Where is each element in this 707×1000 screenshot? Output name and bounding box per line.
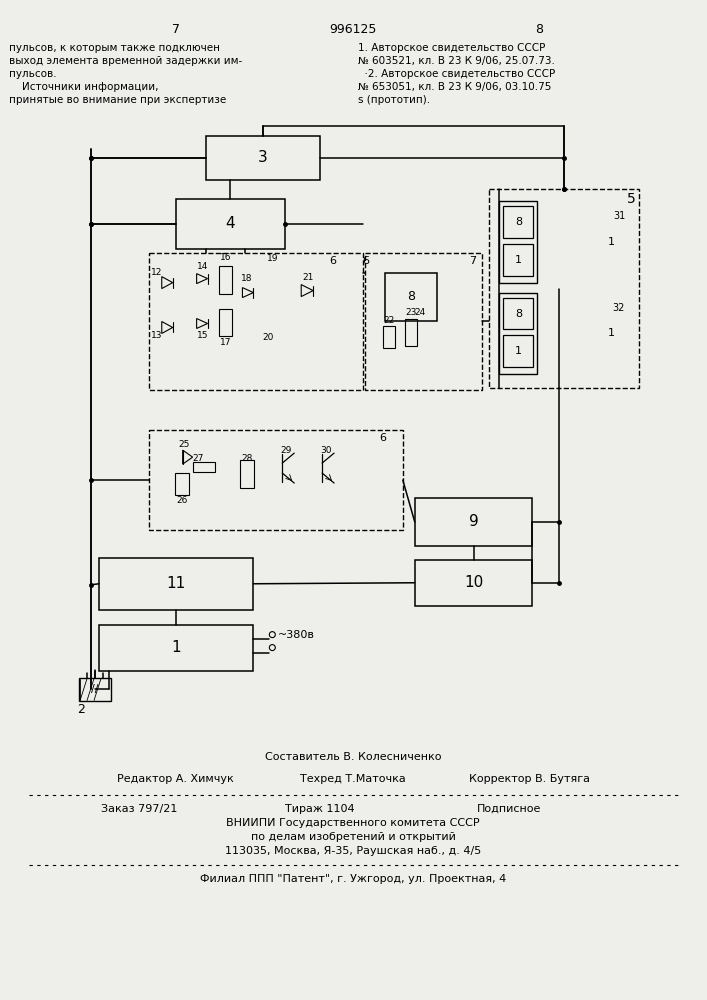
Text: Составитель В. Колесниченко: Составитель В. Колесниченко bbox=[264, 752, 441, 762]
Bar bbox=[503, 244, 533, 276]
Text: 6: 6 bbox=[329, 256, 337, 266]
Bar bbox=[499, 293, 537, 374]
Text: 4: 4 bbox=[226, 216, 235, 231]
Text: 2: 2 bbox=[77, 703, 85, 716]
Bar bbox=[99, 625, 253, 671]
Text: 32: 32 bbox=[613, 303, 625, 313]
Text: 21: 21 bbox=[303, 273, 314, 282]
Text: Корректор В. Бутяга: Корректор В. Бутяга bbox=[469, 774, 590, 784]
Text: 8: 8 bbox=[515, 217, 522, 227]
Text: 27: 27 bbox=[192, 454, 204, 463]
Text: 1: 1 bbox=[607, 328, 614, 338]
Text: 7: 7 bbox=[469, 256, 476, 266]
Text: выход элемента временной задержки им-: выход элемента временной задержки им- bbox=[9, 56, 243, 66]
Bar bbox=[218, 266, 233, 294]
Text: ВНИИПИ Государственного комитета СССР: ВНИИПИ Государственного комитета СССР bbox=[226, 818, 480, 828]
Text: пульсов, к которым также подключен: пульсов, к которым также подключен bbox=[9, 43, 221, 53]
Text: № 653051, кл. В 23 К 9/06, 03.10.75: № 653051, кл. В 23 К 9/06, 03.10.75 bbox=[358, 82, 551, 92]
Text: 31: 31 bbox=[613, 211, 625, 221]
Bar bbox=[192, 462, 214, 472]
Text: 25: 25 bbox=[178, 440, 189, 449]
Bar bbox=[148, 253, 363, 390]
Bar bbox=[218, 309, 233, 336]
Text: 996125: 996125 bbox=[329, 23, 377, 36]
Text: 29: 29 bbox=[281, 446, 292, 455]
Text: принятые во внимание при экспертизе: принятые во внимание при экспертизе bbox=[9, 95, 227, 105]
Text: 113035, Москва, Я-35, Раушская наб., д. 4/5: 113035, Москва, Я-35, Раушская наб., д. … bbox=[225, 846, 481, 856]
Text: 9: 9 bbox=[469, 514, 479, 529]
Text: 8: 8 bbox=[515, 309, 522, 319]
Bar bbox=[176, 199, 285, 249]
Text: 23: 23 bbox=[405, 308, 416, 317]
Text: ·2. Авторское свидетельство СССР: ·2. Авторское свидетельство СССР bbox=[358, 69, 555, 79]
Text: 14: 14 bbox=[197, 262, 209, 271]
Text: 17: 17 bbox=[220, 338, 231, 347]
Text: 18: 18 bbox=[240, 274, 252, 283]
Text: 1: 1 bbox=[171, 640, 181, 655]
Bar bbox=[415, 560, 532, 606]
Text: 28: 28 bbox=[242, 454, 253, 463]
Bar bbox=[489, 189, 639, 388]
Text: 10: 10 bbox=[464, 575, 483, 590]
Text: 5: 5 bbox=[626, 192, 636, 206]
Bar bbox=[499, 201, 537, 283]
Text: 30: 30 bbox=[320, 446, 332, 455]
Bar bbox=[79, 678, 111, 701]
Bar bbox=[503, 298, 533, 329]
Text: s (прототип).: s (прототип). bbox=[358, 95, 430, 105]
Bar bbox=[383, 326, 395, 348]
Text: Редактор А. Химчук: Редактор А. Химчук bbox=[117, 774, 234, 784]
Text: 20: 20 bbox=[262, 333, 274, 342]
Text: 1: 1 bbox=[607, 237, 614, 247]
Text: 24: 24 bbox=[414, 308, 426, 317]
Text: 16: 16 bbox=[220, 253, 231, 262]
Bar bbox=[385, 273, 437, 321]
Text: ~380в: ~380в bbox=[279, 630, 315, 640]
Text: 1. Авторское свидетельство СССР: 1. Авторское свидетельство СССР bbox=[358, 43, 545, 53]
Text: Тираж 1104: Тираж 1104 bbox=[286, 804, 355, 814]
Text: № 603521, кл. В 23 К 9/06, 25.07.73.: № 603521, кл. В 23 К 9/06, 25.07.73. bbox=[358, 56, 555, 66]
Text: по делам изобретений и открытий: по делам изобретений и открытий bbox=[250, 832, 455, 842]
Bar bbox=[405, 319, 416, 346]
Text: 1: 1 bbox=[515, 255, 522, 265]
Bar bbox=[365, 253, 482, 390]
Bar bbox=[503, 335, 533, 367]
Text: Заказ 797/21: Заказ 797/21 bbox=[101, 804, 177, 814]
Text: 13: 13 bbox=[151, 331, 163, 340]
Text: 6: 6 bbox=[380, 433, 387, 443]
Bar bbox=[503, 206, 533, 238]
Text: 15: 15 bbox=[197, 331, 209, 340]
Text: 8: 8 bbox=[535, 23, 543, 36]
Text: Техред Т.Маточка: Техред Т.Маточка bbox=[300, 774, 406, 784]
Text: Подписное: Подписное bbox=[477, 804, 542, 814]
Bar bbox=[148, 430, 403, 530]
Text: 6: 6 bbox=[363, 256, 370, 266]
Text: Филиал ППП "Патент", г. Ужгород, ул. Проектная, 4: Филиал ППП "Патент", г. Ужгород, ул. Про… bbox=[200, 874, 506, 884]
Text: пульсов.: пульсов. bbox=[9, 69, 57, 79]
Text: 26: 26 bbox=[176, 496, 187, 505]
Bar bbox=[99, 558, 253, 610]
Bar bbox=[175, 473, 189, 495]
Bar bbox=[415, 498, 532, 546]
Text: 11: 11 bbox=[167, 576, 186, 591]
Text: 19: 19 bbox=[267, 254, 278, 263]
Text: //: // bbox=[91, 684, 99, 694]
Text: 12: 12 bbox=[151, 268, 163, 277]
Text: 22: 22 bbox=[383, 316, 395, 325]
Text: 3: 3 bbox=[258, 150, 268, 165]
Bar bbox=[206, 136, 320, 180]
Bar bbox=[240, 460, 255, 488]
Text: 1: 1 bbox=[515, 346, 522, 356]
Text: 8: 8 bbox=[407, 290, 415, 303]
Text: 7: 7 bbox=[172, 23, 180, 36]
Text: Источники информации,: Источники информации, bbox=[9, 82, 159, 92]
